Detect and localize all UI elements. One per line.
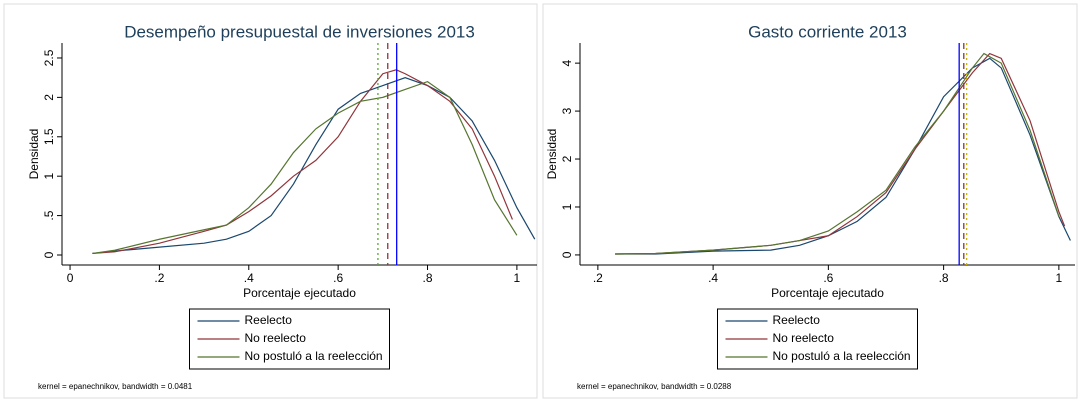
note: kernel = epanechnikov, bandwidth = 0.048… — [38, 382, 193, 391]
x-axis-label: Porcentaje ejecutado — [771, 286, 884, 300]
y-tick-label: 1.5 — [42, 128, 56, 145]
y-tick-label: 4 — [560, 59, 574, 66]
density-line — [615, 52, 1060, 255]
x-tick-label: .6 — [333, 271, 343, 285]
y-tick-label: 2 — [560, 155, 574, 162]
x-tick-label: .4 — [244, 271, 254, 285]
legend-label: Reelecto — [773, 313, 821, 327]
y-tick-label: 1 — [560, 203, 574, 210]
chart-title: Desempeño presupuestal de inversiones 20… — [124, 22, 475, 41]
legend-label: Reelecto — [245, 313, 293, 327]
y-tick-label: 0 — [42, 251, 56, 258]
density-line — [92, 69, 513, 255]
legend-label: No reelecto — [773, 331, 835, 345]
x-tick-label: 1 — [514, 271, 521, 285]
y-tick-label: 0 — [560, 251, 574, 258]
density-line — [92, 77, 536, 255]
x-tick-label: .4 — [708, 271, 718, 285]
legend-label: No postuló a la reelección — [773, 349, 911, 363]
y-axis-label: Densidad — [545, 129, 559, 180]
legend-label: No postuló a la reelección — [245, 349, 383, 363]
x-tick-label: .2 — [593, 271, 603, 285]
y-tick-label: 2 — [42, 94, 56, 101]
chart-title: Gasto corriente 2013 — [748, 22, 907, 41]
density-line — [615, 57, 1071, 255]
y-tick-label: 2.5 — [42, 49, 56, 66]
y-tick-label: 1 — [42, 173, 56, 180]
density-line — [92, 80, 518, 255]
x-tick-label: .8 — [423, 271, 433, 285]
y-axis-label: Densidad — [27, 129, 41, 180]
x-tick-label: .8 — [939, 271, 949, 285]
x-tick-label: .6 — [823, 271, 833, 285]
x-tick-label: 0 — [67, 271, 74, 285]
x-axis-label: Porcentaje ejecutado — [243, 286, 356, 300]
y-tick-label: .5 — [42, 210, 56, 220]
legend-label: No reelecto — [245, 331, 307, 345]
y-tick-label: 3 — [560, 107, 574, 114]
note: kernel = epanechnikov, bandwidth = 0.028… — [577, 382, 732, 391]
x-tick-label: .2 — [154, 271, 164, 285]
x-tick-label: 1 — [1056, 271, 1063, 285]
